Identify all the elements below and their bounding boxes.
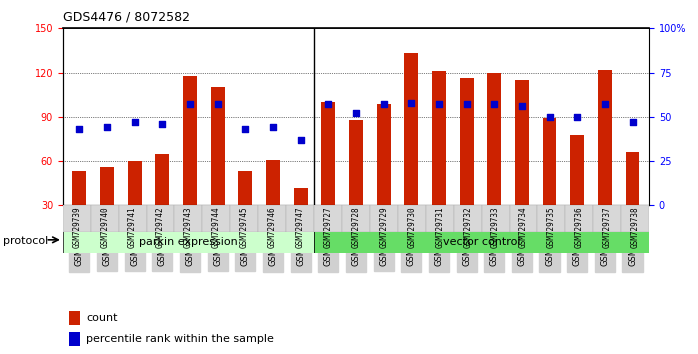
Point <box>295 137 306 143</box>
Bar <box>128 161 142 250</box>
Point <box>378 102 389 107</box>
Bar <box>174 205 202 232</box>
Bar <box>286 205 314 232</box>
Bar <box>432 71 446 250</box>
Bar <box>598 70 612 250</box>
Text: GSM729734: GSM729734 <box>519 207 528 248</box>
Point <box>101 125 112 130</box>
Point <box>322 102 334 107</box>
Bar <box>454 205 482 232</box>
Bar <box>266 160 280 250</box>
Bar <box>537 205 565 232</box>
Text: GSM729737: GSM729737 <box>603 207 611 248</box>
Text: percentile rank within the sample: percentile rank within the sample <box>87 334 274 344</box>
Bar <box>100 167 114 250</box>
Text: GSM729732: GSM729732 <box>463 207 472 248</box>
Point <box>461 102 472 107</box>
Bar <box>404 53 418 250</box>
Text: GSM729740: GSM729740 <box>101 207 109 248</box>
Bar <box>230 205 258 232</box>
Text: GSM729747: GSM729747 <box>296 207 304 248</box>
Point <box>544 114 555 120</box>
Bar <box>593 205 621 232</box>
Bar <box>183 75 197 250</box>
Text: GSM729735: GSM729735 <box>547 207 556 248</box>
Point <box>572 114 583 120</box>
Bar <box>321 102 335 250</box>
Text: GSM729733: GSM729733 <box>491 207 500 248</box>
Bar <box>542 118 556 250</box>
Text: GSM729727: GSM729727 <box>324 207 332 248</box>
Bar <box>119 205 147 232</box>
Text: GSM729742: GSM729742 <box>156 207 165 248</box>
Point <box>74 126 85 132</box>
Point <box>600 102 611 107</box>
Text: GSM729744: GSM729744 <box>212 207 221 248</box>
Bar <box>398 205 426 232</box>
Text: GSM729731: GSM729731 <box>436 207 444 248</box>
Bar <box>482 205 510 232</box>
Bar <box>515 80 529 250</box>
Text: vector control: vector control <box>443 236 521 247</box>
Bar <box>294 188 308 250</box>
Point <box>212 102 223 107</box>
Bar <box>156 154 170 250</box>
Text: GSM729745: GSM729745 <box>240 207 248 248</box>
Point <box>350 110 362 116</box>
Point <box>489 102 500 107</box>
Point <box>267 125 279 130</box>
Bar <box>342 205 370 232</box>
Bar <box>349 120 363 250</box>
Point <box>240 126 251 132</box>
Text: protocol: protocol <box>3 236 49 246</box>
Point <box>129 119 140 125</box>
Bar <box>565 205 593 232</box>
Bar <box>91 205 119 232</box>
Bar <box>460 79 473 250</box>
Text: GDS4476 / 8072582: GDS4476 / 8072582 <box>63 11 190 24</box>
Bar <box>147 205 174 232</box>
Bar <box>239 171 252 250</box>
Bar <box>487 73 501 250</box>
Bar <box>211 87 225 250</box>
Bar <box>202 205 230 232</box>
Point <box>184 102 195 107</box>
Text: parkin expression: parkin expression <box>139 236 238 247</box>
Bar <box>314 205 342 232</box>
FancyBboxPatch shape <box>314 230 649 253</box>
Text: GSM729728: GSM729728 <box>352 207 360 248</box>
Text: GSM729741: GSM729741 <box>128 207 137 248</box>
Bar <box>63 205 91 232</box>
FancyBboxPatch shape <box>63 230 314 253</box>
Bar <box>625 152 639 250</box>
Text: GSM729738: GSM729738 <box>631 207 639 248</box>
Point <box>627 119 638 125</box>
Point <box>517 103 528 109</box>
Text: GSM729729: GSM729729 <box>380 207 388 248</box>
Text: GSM729739: GSM729739 <box>73 207 81 248</box>
Bar <box>426 205 454 232</box>
Bar <box>510 205 537 232</box>
Bar <box>73 171 87 250</box>
Bar <box>68 332 80 346</box>
Point <box>433 102 445 107</box>
Text: GSM729736: GSM729736 <box>575 207 584 248</box>
Bar <box>621 205 649 232</box>
Bar <box>370 205 398 232</box>
Bar <box>570 135 584 250</box>
Text: GSM729730: GSM729730 <box>408 207 416 248</box>
Point <box>406 100 417 105</box>
Bar <box>258 205 286 232</box>
Bar <box>68 312 80 325</box>
Text: count: count <box>87 313 118 323</box>
Bar <box>377 104 391 250</box>
Text: GSM729743: GSM729743 <box>184 207 193 248</box>
Point <box>157 121 168 127</box>
Text: GSM729746: GSM729746 <box>268 207 276 248</box>
